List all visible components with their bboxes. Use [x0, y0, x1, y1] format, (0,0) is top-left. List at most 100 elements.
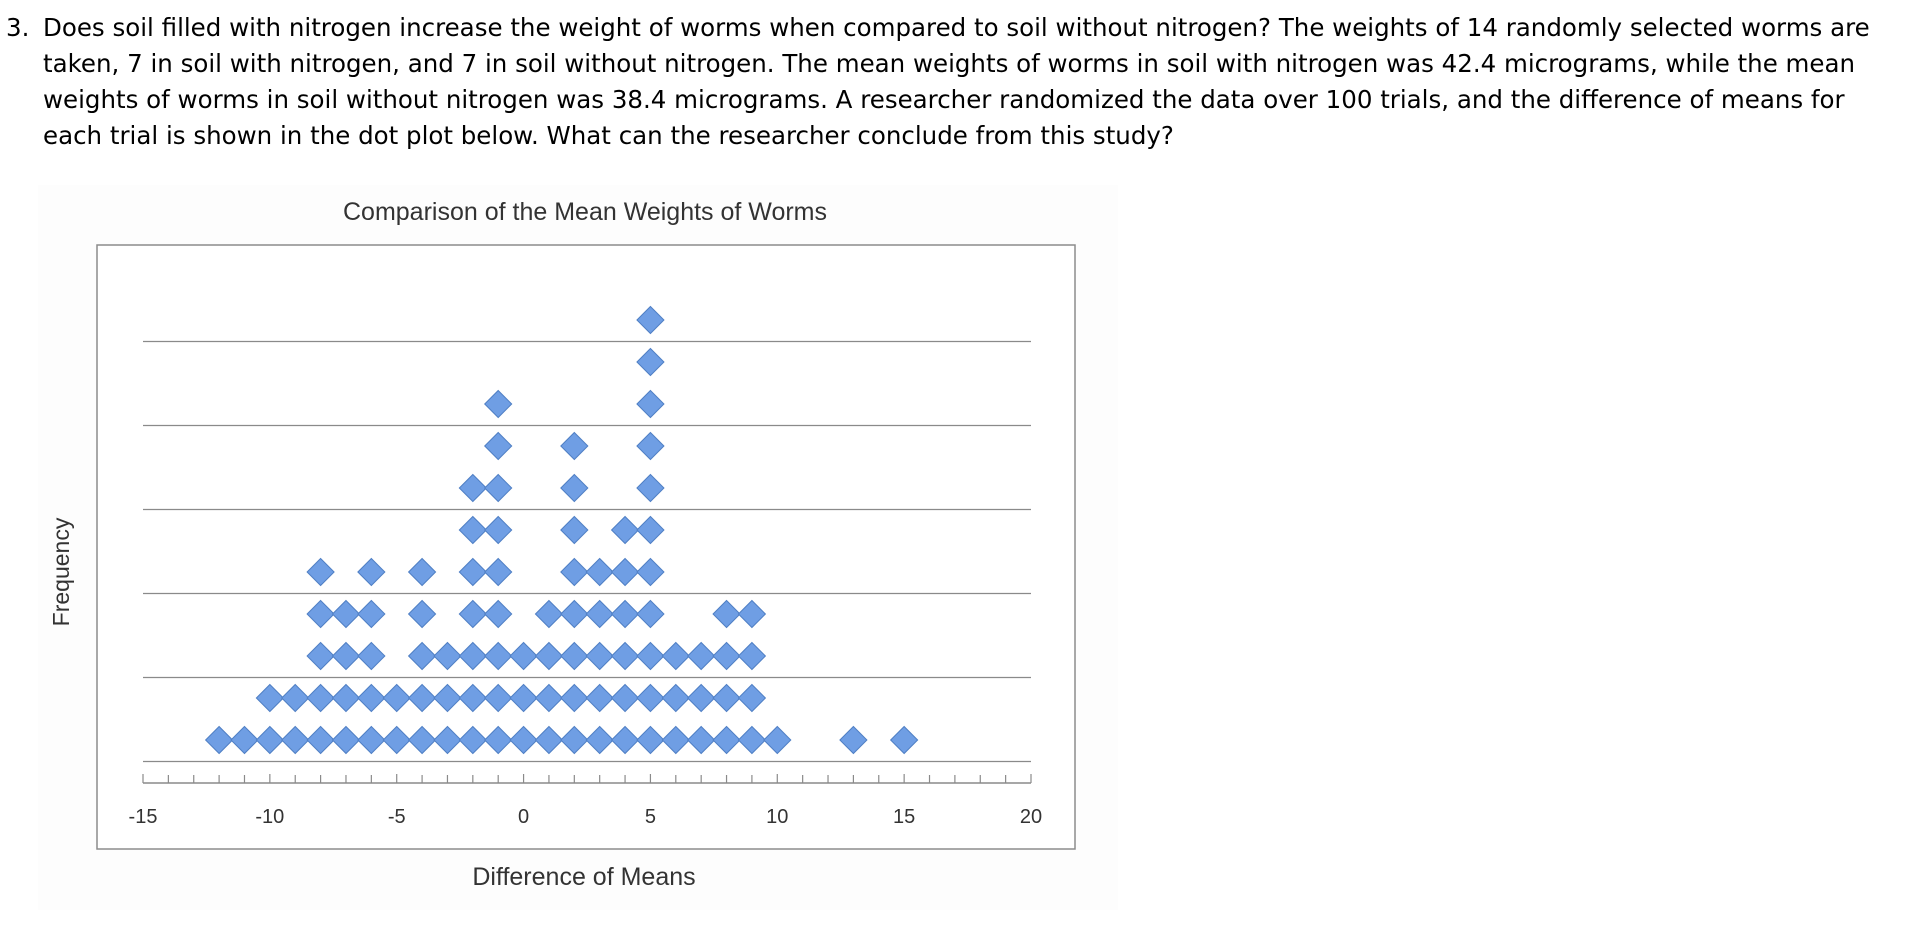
data-point: [357, 557, 386, 587]
data-point: [458, 641, 488, 671]
data-point: [585, 599, 614, 629]
x-tick-labels: -15 -10 -5 0 5 10 15 20: [129, 806, 1043, 828]
data-point: [255, 683, 285, 713]
data-point: [534, 683, 564, 713]
data-point: [610, 641, 640, 671]
data-point: [357, 725, 386, 755]
data-point: [281, 725, 310, 755]
data-point: [483, 725, 513, 755]
data-point: [636, 305, 665, 335]
data-point: [585, 641, 614, 671]
data-point: [483, 683, 513, 713]
data-point: [737, 683, 767, 713]
data-point: [610, 725, 640, 755]
data-point: [483, 557, 513, 587]
data-point: [483, 389, 513, 419]
chart-svg: -15 -10 -5 0 5 10 15 20 Comparison of the Mean …: [48, 198, 1076, 891]
x-tick-label: 0: [518, 806, 529, 828]
data-point: [534, 599, 564, 629]
data-point: [509, 725, 538, 755]
data-point: [483, 431, 513, 461]
data-point: [331, 599, 361, 629]
data-point: [306, 725, 335, 755]
data-points: [204, 305, 919, 755]
data-point: [610, 515, 640, 545]
data-point: [712, 683, 741, 713]
data-point: [661, 683, 691, 713]
data-point: [737, 599, 767, 629]
data-point: [534, 641, 564, 671]
data-point: [686, 725, 716, 755]
data-point: [737, 725, 767, 755]
question: 3. Does soil filled with nitrogen increa…: [6, 10, 1906, 154]
data-point: [686, 641, 716, 671]
data-point: [433, 725, 462, 755]
data-point: [661, 641, 691, 671]
data-point: [433, 683, 462, 713]
data-point: [661, 725, 691, 755]
x-tick-label: 20: [1020, 806, 1042, 828]
data-point: [560, 557, 589, 587]
x-axis-label: Difference of Means: [472, 863, 695, 891]
data-point: [483, 515, 513, 545]
data-point: [433, 641, 462, 671]
data-point: [407, 683, 437, 713]
data-point: [585, 683, 614, 713]
data-point: [458, 599, 488, 629]
x-axis: [142, 774, 1032, 784]
data-point: [560, 641, 589, 671]
x-tick-label: -10: [255, 806, 284, 828]
data-point: [610, 599, 640, 629]
data-point: [560, 599, 589, 629]
data-point: [483, 641, 513, 671]
data-point: [636, 389, 665, 419]
data-point: [306, 641, 335, 671]
data-point: [331, 683, 361, 713]
data-point: [636, 347, 665, 377]
data-point: [712, 641, 741, 671]
x-tick-label: 10: [766, 806, 788, 828]
question-number: 3.: [6, 13, 30, 42]
data-point: [458, 725, 488, 755]
data-point: [306, 557, 335, 587]
data-point: [585, 725, 614, 755]
data-point: [737, 641, 767, 671]
data-point: [585, 557, 614, 587]
data-point: [636, 683, 665, 713]
data-point: [636, 515, 665, 545]
x-tick-label: -15: [129, 806, 158, 828]
data-point: [686, 683, 716, 713]
data-point: [458, 515, 488, 545]
data-point: [331, 725, 361, 755]
data-point: [306, 683, 335, 713]
data-point: [636, 725, 665, 755]
data-point: [636, 473, 665, 503]
data-point: [458, 473, 488, 503]
data-point: [331, 641, 361, 671]
data-point: [357, 599, 386, 629]
data-point: [382, 725, 411, 755]
data-point: [560, 515, 589, 545]
data-point: [204, 725, 234, 755]
data-point: [357, 683, 386, 713]
data-point: [281, 683, 310, 713]
data-point: [560, 431, 589, 461]
question-text: Does soil filled with nitrogen increase …: [43, 13, 1870, 150]
data-point: [458, 557, 488, 587]
data-point: [610, 557, 640, 587]
data-point: [560, 473, 589, 503]
data-point: [382, 683, 411, 713]
chart-title: Comparison of the Mean Weights of Worms: [343, 198, 827, 226]
data-point: [839, 725, 868, 755]
x-tick-label: -5: [388, 806, 406, 828]
data-point: [255, 725, 285, 755]
data-point: [763, 725, 792, 755]
data-point: [610, 683, 640, 713]
data-point: [636, 641, 665, 671]
data-point: [230, 725, 259, 755]
data-point: [306, 599, 335, 629]
data-point: [636, 557, 665, 587]
data-point: [560, 725, 589, 755]
data-point: [636, 431, 665, 461]
data-point: [407, 599, 437, 629]
